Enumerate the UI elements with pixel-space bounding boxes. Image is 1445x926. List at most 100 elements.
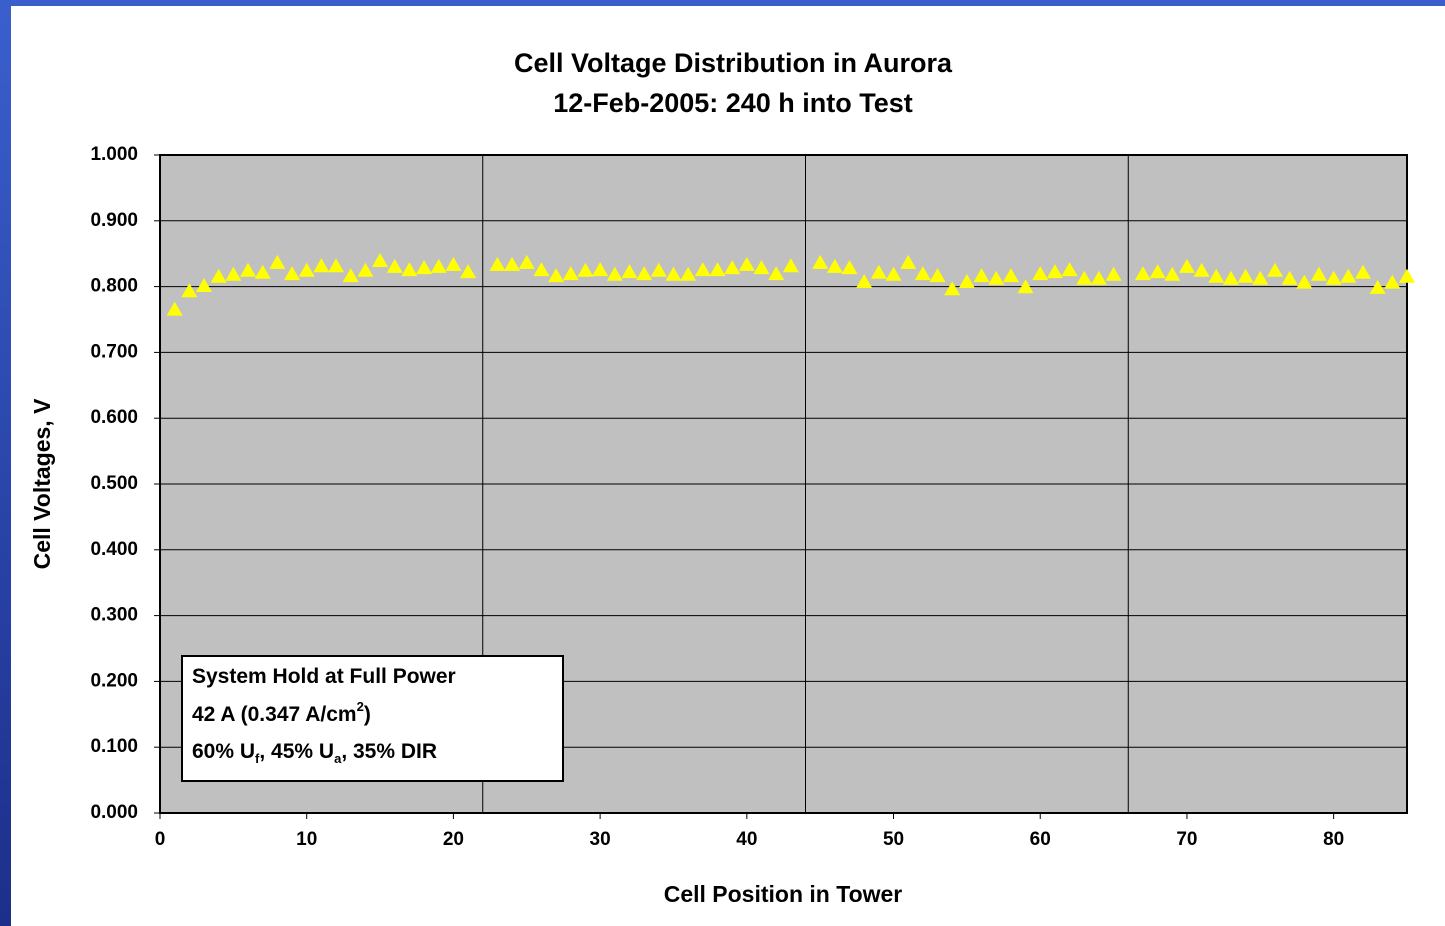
marker — [1369, 279, 1386, 294]
marker — [621, 264, 638, 279]
marker — [210, 268, 227, 283]
marker — [1296, 274, 1313, 289]
marker — [885, 266, 902, 281]
annotation-segment: , 35% DIR — [341, 740, 437, 763]
marker — [1266, 262, 1283, 277]
marker — [636, 266, 653, 281]
marker — [592, 262, 609, 277]
marker — [533, 262, 550, 277]
x-axis-label: Cell Position in Tower — [664, 881, 903, 907]
marker — [416, 260, 433, 275]
marker — [254, 264, 271, 279]
marker — [225, 266, 242, 281]
marker — [196, 277, 213, 292]
marker — [1222, 270, 1239, 285]
marker — [1002, 268, 1019, 283]
annotation-box — [181, 655, 564, 782]
marker — [504, 256, 521, 271]
marker — [1325, 270, 1342, 285]
marker — [958, 273, 975, 288]
annotation-segment: 2 — [357, 699, 364, 714]
y-axis-label: Cell Voltages, V — [29, 398, 55, 570]
marker — [709, 262, 726, 277]
marker — [606, 266, 623, 281]
y-tick-label: 0.700 — [90, 341, 138, 362]
x-tick-label: 0 — [155, 829, 166, 850]
marker — [1076, 270, 1093, 285]
marker — [812, 254, 829, 269]
marker — [1354, 264, 1371, 279]
marker — [445, 256, 462, 271]
marker — [1032, 266, 1049, 281]
marker — [650, 262, 667, 277]
marker — [665, 266, 682, 281]
y-tick-label: 0.600 — [90, 407, 138, 428]
x-tick-label: 10 — [296, 829, 317, 850]
marker — [1208, 268, 1225, 283]
marker — [724, 260, 741, 275]
marker — [1340, 268, 1357, 283]
marker — [841, 260, 858, 275]
y-tick-label: 1.000 — [90, 144, 138, 165]
marker — [240, 262, 257, 277]
marker — [738, 256, 755, 271]
marker — [929, 268, 946, 283]
y-tick-label: 0.300 — [90, 605, 138, 626]
marker — [166, 301, 183, 316]
marker — [269, 254, 286, 269]
marker — [562, 266, 579, 281]
annotation-segment: 42 A (0.347 A/cm — [192, 703, 357, 726]
annotation-text: 60% Uf, 45% Ua, 35% DIR — [192, 740, 437, 766]
marker — [1149, 264, 1166, 279]
x-tick-label: 80 — [1323, 829, 1344, 850]
chart-subtitle: 12-Feb-2005: 240 h into Test — [553, 88, 913, 118]
marker — [782, 258, 799, 273]
annotation-segment: System Hold at Full Power — [192, 665, 456, 688]
marker — [1061, 262, 1078, 277]
marker — [1237, 268, 1254, 283]
marker — [1252, 270, 1269, 285]
y-tick-label: 0.100 — [90, 736, 138, 757]
marker — [856, 273, 873, 288]
marker — [328, 258, 345, 273]
marker — [973, 268, 990, 283]
marker — [694, 262, 711, 277]
marker — [988, 270, 1005, 285]
annotation-segment: ) — [364, 703, 371, 726]
marker — [753, 260, 770, 275]
x-tick-label: 40 — [736, 829, 757, 850]
marker — [298, 262, 315, 277]
annotation-segment: 60% U — [192, 740, 255, 763]
marker — [914, 266, 931, 281]
marker — [680, 266, 697, 281]
marker — [1178, 258, 1195, 273]
marker — [1090, 270, 1107, 285]
marker — [430, 258, 447, 273]
marker — [1399, 268, 1415, 283]
marker — [518, 254, 535, 269]
marker — [1164, 266, 1181, 281]
y-tick-label: 0.200 — [90, 670, 138, 691]
plot-border — [159, 154, 1408, 814]
annotation-segment: , 45% U — [259, 740, 334, 763]
marker — [460, 264, 477, 279]
y-tick-label: 0.800 — [90, 276, 138, 297]
annotation-text: 42 A (0.347 A/cm2) — [192, 699, 371, 726]
x-tick-label: 50 — [883, 829, 904, 850]
marker — [1105, 266, 1122, 281]
marker — [1310, 266, 1327, 281]
marker — [900, 254, 917, 269]
marker — [313, 258, 330, 273]
marker — [870, 264, 887, 279]
annotation-segment: a — [334, 751, 342, 766]
marker — [1134, 266, 1151, 281]
chart-title: Cell Voltage Distribution in Aurora — [514, 48, 953, 78]
marker — [489, 256, 506, 271]
marker — [1384, 274, 1401, 289]
marker — [1193, 262, 1210, 277]
marker — [401, 262, 418, 277]
marker — [1046, 264, 1063, 279]
marker — [372, 252, 389, 267]
x-tick-label: 70 — [1176, 829, 1197, 850]
